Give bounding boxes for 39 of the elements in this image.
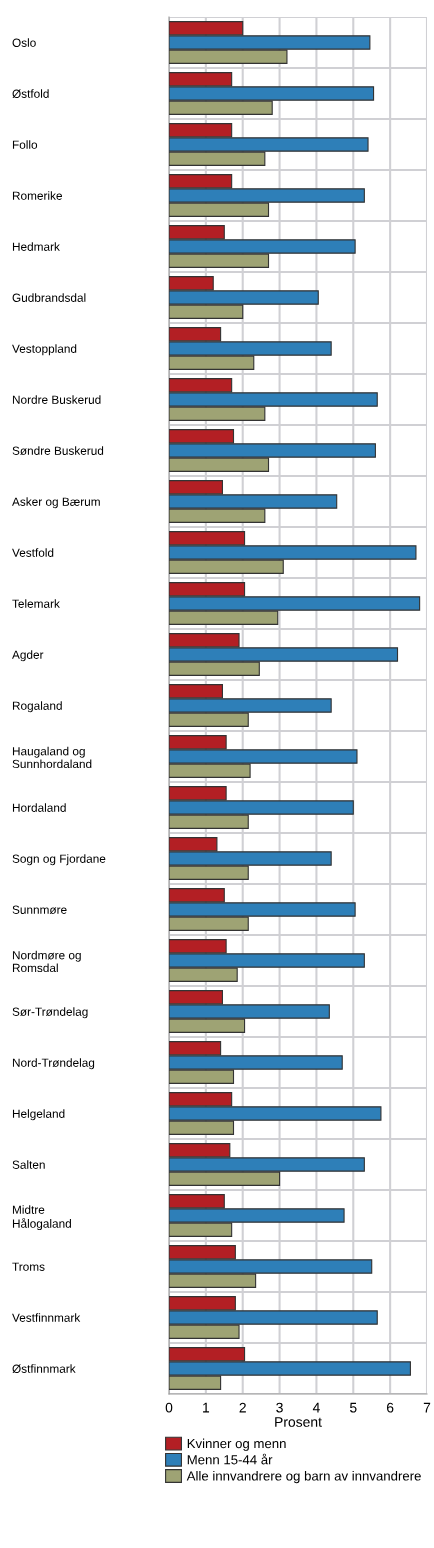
y-tick-label: Troms — [12, 1262, 45, 1271]
y-tick-label: Romerike — [12, 191, 62, 200]
y-tick-label: Oslo — [12, 38, 36, 47]
y-tick-label: Sunnmøre — [12, 905, 67, 914]
y-tick-label: Nordmøre og Romsdal — [12, 950, 81, 973]
y-tick-label: Haugaland og Sunnhordaland — [12, 746, 92, 769]
y-tick-label: Vestfinnmark — [12, 1313, 81, 1322]
y-tick-label: Hordaland — [12, 803, 66, 812]
y-tick-label: Østfinnmark — [12, 1364, 76, 1374]
x-tick-label: 5 — [349, 1402, 357, 1413]
y-tick-label: Rogaland — [12, 701, 62, 713]
x-tick-label: 4 — [312, 1402, 320, 1413]
x-tick-label: 2 — [239, 1402, 246, 1413]
legend-label: Kvinner og menn — [187, 1438, 286, 1451]
y-tick-label: Sør-Trøndelag — [12, 1007, 88, 1019]
y-tick-label: Søndre Buskerud — [12, 446, 104, 455]
y-tick-label: Asker og Bærum — [12, 497, 100, 509]
y-tick-label: Vestoppland — [12, 344, 77, 356]
y-tick-label: Sogn og Fjordane — [12, 854, 106, 866]
y-tick-label: Østfold — [12, 89, 49, 99]
x-tick-label: 6 — [386, 1402, 394, 1413]
y-tick-label: Helgeland — [12, 1109, 65, 1121]
y-tick-label: Telemark — [12, 599, 60, 608]
x-tick-label: 1 — [203, 1402, 210, 1413]
x-tick-label: 3 — [276, 1402, 283, 1413]
y-tick-label: Gudbrandsdal — [12, 293, 86, 302]
y-tick-label: Agder — [12, 650, 44, 662]
y-tick-label: Nordre Buskerud — [12, 395, 101, 404]
y-tick-label: Follo — [12, 140, 38, 149]
y-tick-label: Midtre Hålogaland — [12, 1205, 71, 1231]
legend-label: Alle innvandrere og barn av innvandrere — [186, 1470, 421, 1484]
x-axis-title: Prosent — [275, 1417, 322, 1427]
y-tick-label: Nord-Trøndelag — [12, 1058, 95, 1070]
legend-label: Menn 15-44 år — [187, 1453, 273, 1465]
y-tick-label: Salten — [12, 1160, 45, 1169]
y-tick-label: Vestfold — [12, 548, 54, 557]
x-tick-label: 7 — [423, 1402, 431, 1413]
x-tick-label: 0 — [165, 1402, 173, 1413]
y-tick-label: Hedmark — [12, 242, 60, 251]
